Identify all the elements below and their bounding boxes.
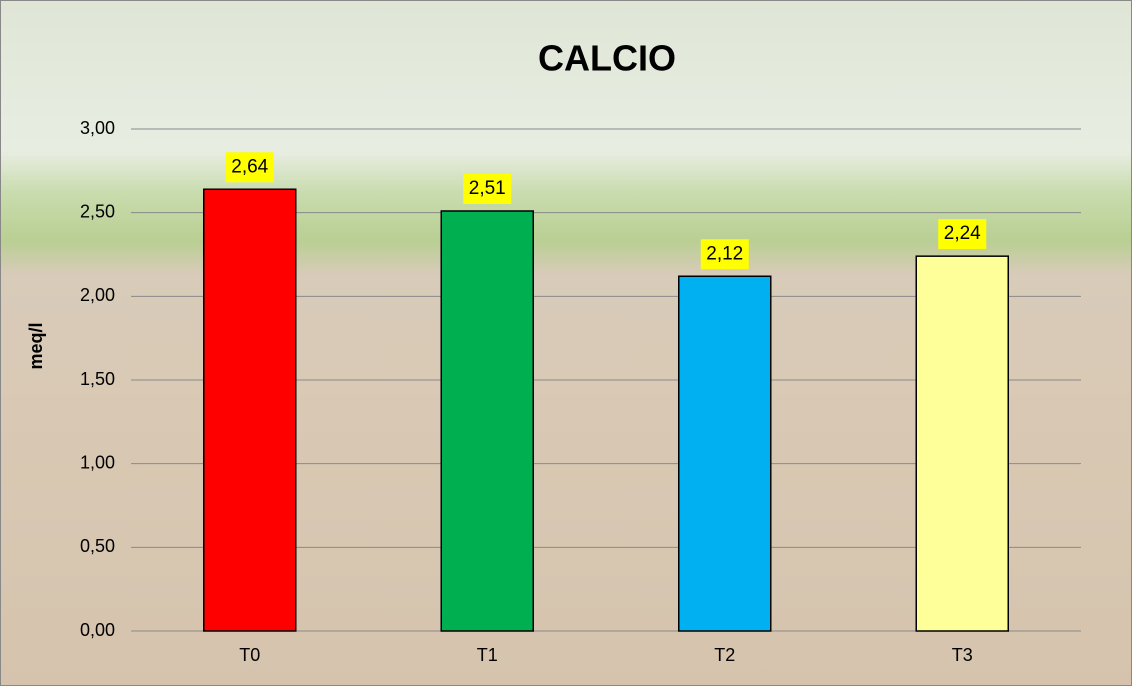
value-label: 2,12 [706, 243, 743, 264]
x-tick-label: T0 [239, 645, 260, 665]
value-label: 2,24 [944, 223, 981, 244]
value-label-bg [225, 152, 274, 183]
x-tick-label: T1 [477, 645, 498, 665]
y-tick-label: 2,50 [80, 201, 115, 221]
y-tick-label: 3,00 [80, 118, 115, 138]
y-tick-label: 1,00 [80, 452, 115, 472]
y-axis-title: meq/l [26, 322, 46, 369]
x-tick-label: T2 [714, 645, 735, 665]
value-label-bg [700, 239, 749, 270]
value-label: 2,51 [469, 178, 506, 199]
chart-title: CALCIO [538, 38, 676, 79]
y-tick-label: 0,00 [80, 620, 115, 640]
y-tick-label: 2,00 [80, 285, 115, 305]
bar [203, 188, 297, 632]
value-label-bg [463, 173, 512, 204]
value-label-bg [938, 219, 987, 250]
bar [915, 255, 1009, 632]
y-tick-label: 0,50 [80, 536, 115, 556]
x-tick-label: T3 [952, 645, 973, 665]
y-tick-label: 1,50 [80, 369, 115, 389]
bar [440, 210, 534, 632]
bar [678, 275, 772, 632]
value-label: 2,64 [231, 156, 268, 177]
